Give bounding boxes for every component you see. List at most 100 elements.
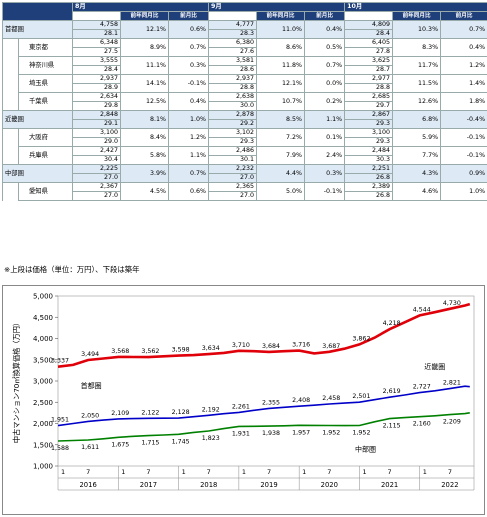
price-cell: 2,484: [344, 146, 394, 156]
price-cell: 3,625: [344, 56, 394, 66]
yoy-cell: 7.7%: [392, 146, 442, 165]
mom-header: 前月比: [440, 11, 487, 21]
age-cell: 29.1: [72, 119, 121, 129]
mom-cell: 1.0%: [440, 182, 487, 201]
indent-cell: [2, 146, 19, 165]
age-cell: 29.2: [208, 119, 258, 129]
mom-cell: 0.7%: [304, 56, 346, 75]
data-label: 2,501: [352, 393, 370, 400]
age-cell: 27.0: [208, 173, 258, 183]
data-label: 1,957: [292, 429, 310, 436]
mom-cell: 0.7%: [440, 20, 487, 39]
y-tick-label: 2,000: [33, 420, 53, 428]
indent-cell: [2, 56, 19, 75]
year-label: 2020: [321, 481, 338, 489]
month-tick-label: 1: [182, 468, 186, 476]
region-label: 埼玉県: [18, 74, 73, 93]
data-label: 3,337: [51, 358, 69, 365]
mom-cell: 0.9%: [440, 164, 487, 183]
month-tick-label: 1: [61, 468, 65, 476]
yoy-cell: 10.7%: [256, 92, 306, 111]
y-tick-label: 1,000: [33, 463, 53, 471]
price-table: 8月 9月 10月 前年同月比 前月比 前年同月比 前月比 前年同月比 前月比 首都圏 4,758 1…: [2, 2, 487, 201]
age-cell: 30.3: [344, 155, 394, 165]
age-cell: 28.9: [72, 83, 121, 93]
yoy-cell: 5.9%: [392, 128, 442, 147]
month-tick-label: 1: [423, 468, 427, 476]
series-name-label: 中部圏: [355, 445, 376, 454]
series-name-label: 首都圏: [81, 381, 102, 390]
yoy-cell: 11.7%: [392, 56, 442, 75]
month-blank-header: [344, 11, 394, 21]
age-cell: 29.3: [344, 137, 394, 147]
mom-cell: 0.4%: [167, 92, 210, 111]
yoy-cell: 11.1%: [120, 56, 169, 75]
table-note: ※上段は価格（単位：万円）、下段は築年: [4, 265, 140, 274]
data-label: 2,209: [443, 419, 461, 426]
header-row-sub: 前年同月比 前月比 前年同月比 前月比 前年同月比 前月比: [3, 11, 487, 21]
yoy-cell: 8.3%: [392, 38, 442, 57]
age-cell: 28.4: [344, 29, 394, 39]
age-cell: 30.1: [208, 155, 258, 165]
price-cell: 2,251: [344, 164, 394, 174]
mom-cell: 0.1%: [304, 128, 346, 147]
price-cell: 3,102: [208, 128, 258, 138]
header-corner: [2, 2, 73, 21]
age-cell: 27.0: [72, 173, 121, 183]
month-tick-label: 7: [327, 468, 331, 476]
age-cell: 28.4: [72, 65, 121, 75]
data-label: 1,588: [51, 445, 69, 452]
age-cell: 29.0: [72, 137, 121, 147]
yoy-cell: 8.9%: [120, 38, 169, 57]
indent-cell: [2, 128, 19, 147]
data-label: 1,938: [262, 430, 280, 437]
yoy-cell: 5.0%: [256, 182, 306, 201]
data-label: 2,128: [172, 409, 190, 416]
data-label: 2,050: [81, 412, 99, 419]
price-cell: 2,685: [344, 92, 394, 102]
month-tick-label: 7: [86, 468, 90, 476]
mom-cell: -0.4%: [440, 110, 487, 129]
price-cell: 2,878: [208, 110, 258, 120]
age-cell: 28.8: [208, 83, 258, 93]
age-cell: 27.0: [72, 191, 121, 201]
series-line-3: [57, 412, 470, 442]
month-tick-label: 7: [448, 468, 452, 476]
price-trend-chart: 1,000 1,500 2,000 2,500 3,000 3,500 4,000 4,500…: [2, 285, 485, 515]
age-cell: 26.8: [344, 173, 394, 183]
yoy-cell: 8.4%: [120, 128, 169, 147]
region-label: 東京都: [18, 38, 73, 57]
age-cell: 28.7: [344, 65, 394, 75]
mom-cell: 0.6%: [167, 182, 210, 201]
yoy-cell: 12.5%: [120, 92, 169, 111]
mom-cell: 0.3%: [304, 164, 346, 183]
yoy-cell: 8.6%: [256, 38, 306, 57]
table-row: 埼玉県 2,937 14.1% -0.1% 2,937 12.1% 0.0% 2,977 11.…: [2, 74, 487, 93]
mom-header: 前月比: [167, 11, 210, 21]
age-cell: 27.6: [208, 47, 258, 57]
month-blank-header: [208, 11, 258, 21]
y-tick-label: 1,500: [33, 441, 53, 449]
age-cell: 29.7: [344, 101, 394, 111]
price-table-container: 8月 9月 10月 前年同月比 前月比 前年同月比 前月比 前年同月比 前月比 首都圏 4,758 1…: [2, 2, 487, 201]
indent-cell: [2, 182, 19, 201]
yoy-cell: 4.4%: [256, 164, 306, 183]
y-tick-label: 4,500: [33, 314, 53, 322]
table-row: 東京都 6,348 8.9% 0.7% 6,380 8.6% 0.5% 6,405 8.3% 0.…: [2, 38, 487, 57]
table-row: 兵庫県 2,427 5.8% 1.1% 2,486 7.9% 2.4% 2,484 7.7% -0…: [2, 146, 487, 165]
indent-cell: [2, 74, 19, 93]
yoy-cell: 4.6%: [392, 182, 442, 201]
age-cell: 28.1: [72, 29, 121, 39]
mom-cell: -0.1%: [440, 128, 487, 147]
table-row: 中部圏 2,225 3.9% 0.7% 2,232 4.4% 0.3% 2,251 4.3% 0.…: [2, 164, 487, 183]
price-cell: 6,405: [344, 38, 394, 48]
data-label: 2,261: [232, 403, 250, 410]
mom-cell: -0.1%: [304, 182, 346, 201]
price-cell: 2,389: [344, 182, 394, 192]
table-row-sub: 28.1 28.3 28.4: [3, 29, 487, 39]
data-label: 3,684: [262, 343, 280, 350]
mom-cell: -0.1%: [440, 146, 487, 165]
table-row: 首都圏 4,758 12.1% 0.6% 4,777 11.0% 0.4% 4,809 10.3…: [2, 20, 487, 39]
data-label: 3,862: [352, 335, 370, 342]
yoy-header: 前年同月比: [120, 11, 169, 21]
